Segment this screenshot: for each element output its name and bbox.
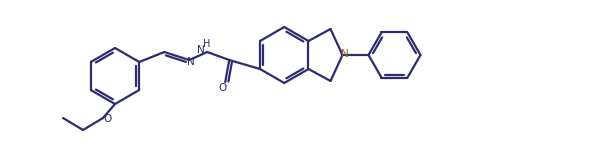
Text: O: O: [103, 114, 111, 124]
Text: O: O: [218, 83, 226, 93]
Text: N: N: [341, 49, 349, 59]
Text: N: N: [197, 45, 205, 55]
Text: H: H: [203, 39, 210, 49]
Text: N: N: [188, 57, 195, 67]
